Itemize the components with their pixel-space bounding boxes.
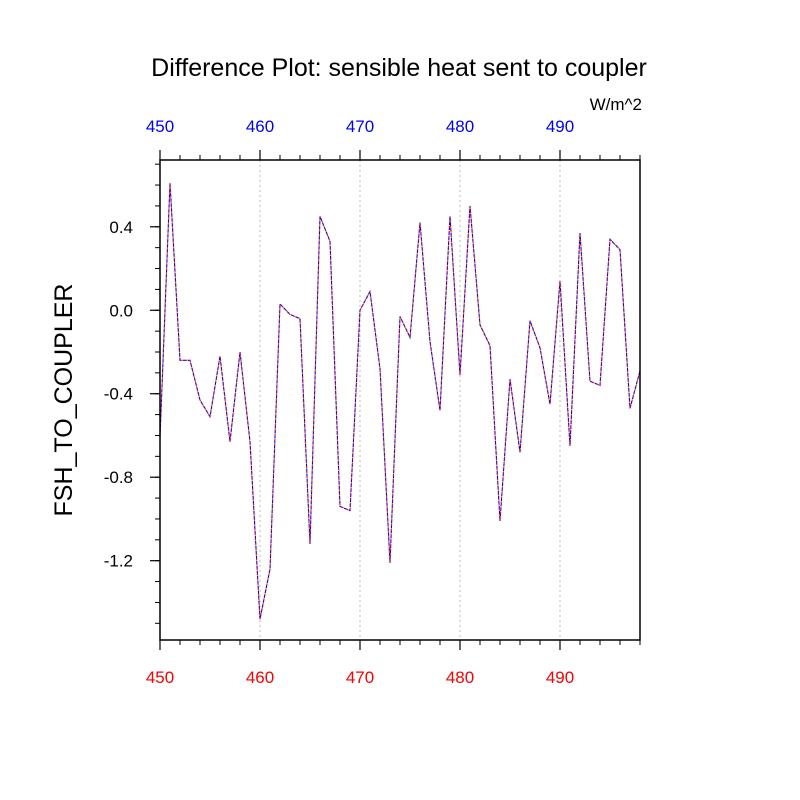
x-tick-label-top: 450 [146,117,174,136]
x-tick-label-bottom: 460 [246,668,274,687]
x-tick-label-bottom: 450 [146,668,174,687]
gridlines [259,160,561,640]
chart-title: Difference Plot: sensible heat sent to c… [151,54,647,82]
series-group [160,182,640,620]
y-tick-label: -0.4 [104,385,133,404]
y-axis-label: FSH_TO_COUPLER [50,284,78,517]
tick-labels: 450 450 460 460 470 470 480 480 490 490 0.4 0.0 -0.4… [104,117,574,687]
plot-frame [159,159,641,641]
x-tick-label-top: 480 [446,117,474,136]
x-tick-label-top: 490 [546,117,574,136]
series-line [160,182,640,620]
x-tick-label-bottom: 480 [446,668,474,687]
x-tick-label-top: 460 [246,117,274,136]
y-tick-label: 0.0 [109,301,133,320]
x-tick-label-bottom: 470 [346,668,374,687]
units-label: W/m^2 [590,95,642,114]
y-tick-label: -1.2 [104,552,133,571]
axis-ticks [150,150,641,650]
y-tick-label: -0.8 [104,468,133,487]
y-tick-label: 0.4 [109,218,133,237]
series-line [160,182,640,620]
x-tick-label-top: 470 [346,117,374,136]
x-tick-label-bottom: 490 [546,668,574,687]
